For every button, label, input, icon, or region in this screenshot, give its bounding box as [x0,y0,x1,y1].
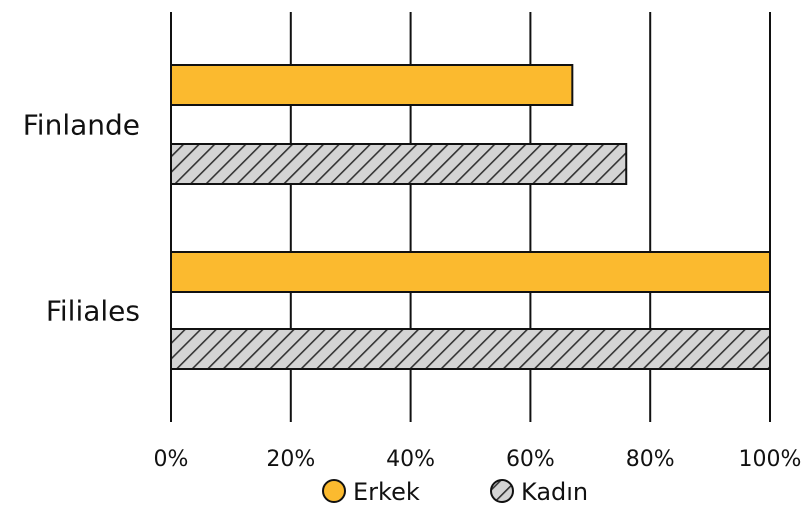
x-axis-tick-labels: 0% 20% 40% 60% 80% 100% [154,447,802,472]
bars [170,64,771,370]
category-label: Filiales [46,295,140,328]
bar-kadin-1 [170,328,771,370]
x-tick-label: 100% [739,447,802,472]
legend: Erkek Kadın [322,478,588,506]
legend-swatch-kadin [490,479,514,503]
legend-swatch-erkek [322,479,346,503]
bar-erkek-1 [170,251,771,293]
category-labels: Finlande Filiales [23,109,140,328]
x-tick-label: 80% [626,447,675,472]
legend-label-kadin: Kadın [521,478,588,506]
x-tick-label: 20% [266,447,315,472]
category-label: Finlande [23,109,140,142]
bar-erkek-0 [170,64,574,106]
x-tick-label: 0% [154,447,189,472]
legend-label-erkek: Erkek [353,478,420,506]
bar-kadin-0 [170,143,628,185]
x-tick-label: 60% [506,447,555,472]
x-tick-label: 40% [386,447,435,472]
